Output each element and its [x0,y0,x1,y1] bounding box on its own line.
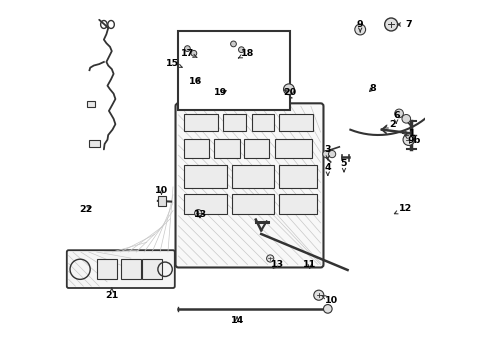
Text: 22: 22 [79,205,93,214]
Circle shape [267,255,274,262]
Text: 3: 3 [324,145,331,159]
Text: 4: 4 [324,163,331,175]
FancyBboxPatch shape [67,250,175,288]
Text: 11: 11 [303,260,317,269]
Text: 18: 18 [238,49,255,58]
Text: 20: 20 [283,88,296,97]
Bar [215,139,240,158]
Text: 1: 1 [403,129,416,138]
Text: 6: 6 [393,111,399,123]
Circle shape [185,46,190,51]
Text: 2: 2 [384,120,396,129]
Bar [158,196,166,206]
Bar [184,165,227,188]
Bar [98,259,117,279]
Text: 5: 5 [341,159,347,172]
Text: 13: 13 [194,210,207,219]
Bar [279,165,317,188]
Circle shape [231,41,236,47]
Text: 17: 17 [181,49,197,58]
Bar [178,31,290,110]
Bar [143,259,162,279]
Text: 9: 9 [357,20,364,32]
Bar [121,259,141,279]
Bar [232,194,274,214]
Text: 14: 14 [230,316,244,325]
Text: 21: 21 [105,288,119,300]
Text: 13: 13 [271,260,284,269]
Text: 12: 12 [394,204,412,214]
Bar [87,101,95,107]
Circle shape [328,150,336,158]
Bar [184,114,218,131]
Circle shape [395,109,403,118]
Circle shape [195,210,202,217]
Bar [90,140,100,147]
Text: 10: 10 [322,296,338,305]
Bar [222,114,246,131]
Text: 16: 16 [189,77,202,85]
Circle shape [402,114,411,123]
Circle shape [403,134,415,145]
Bar [184,139,209,158]
Bar [274,139,312,158]
Circle shape [385,18,398,31]
Bar [245,139,270,158]
Circle shape [314,290,324,300]
Circle shape [323,150,330,158]
Text: 7: 7 [397,20,412,29]
Bar [279,194,317,214]
Text: 15: 15 [166,58,182,68]
Bar [184,194,227,214]
Circle shape [355,24,366,35]
Circle shape [284,84,294,95]
Text: 8: 8 [369,84,376,93]
Bar [232,165,274,188]
Text: 10: 10 [155,186,168,195]
Bar [252,114,274,131]
Circle shape [239,47,245,53]
Circle shape [191,50,197,56]
Bar [279,114,314,131]
Circle shape [323,305,332,313]
Text: 19: 19 [214,88,227,97]
Text: 9b: 9b [405,135,421,145]
FancyBboxPatch shape [175,103,323,267]
